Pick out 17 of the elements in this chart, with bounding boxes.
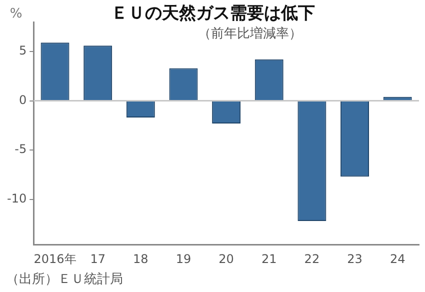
x-tick-label: 24: [390, 252, 406, 266]
y-tick-label: 5: [18, 44, 27, 58]
chart-title: ＥＵの天然ガス需要は低下: [111, 3, 315, 24]
x-tick-label: 23: [347, 252, 362, 266]
y-tick-label: 0: [18, 92, 27, 107]
x-tick-label: 19: [176, 252, 192, 266]
x-tick-label: 2016年: [34, 252, 76, 266]
x-tick-label: 18: [133, 252, 148, 266]
y-tick-label: -10: [6, 191, 27, 206]
y-axis-title: %: [10, 6, 22, 22]
x-tick-label: 21: [261, 252, 277, 266]
y-tick-label: -5: [14, 142, 27, 156]
x-tick-label: 17: [90, 252, 106, 266]
chart-subtitle: （前年比増減率）: [198, 25, 302, 42]
x-tick-label: 22: [304, 252, 320, 266]
text: （出所）ＥＵ統計局: [6, 271, 123, 288]
x-tick-label: 20: [218, 252, 234, 266]
